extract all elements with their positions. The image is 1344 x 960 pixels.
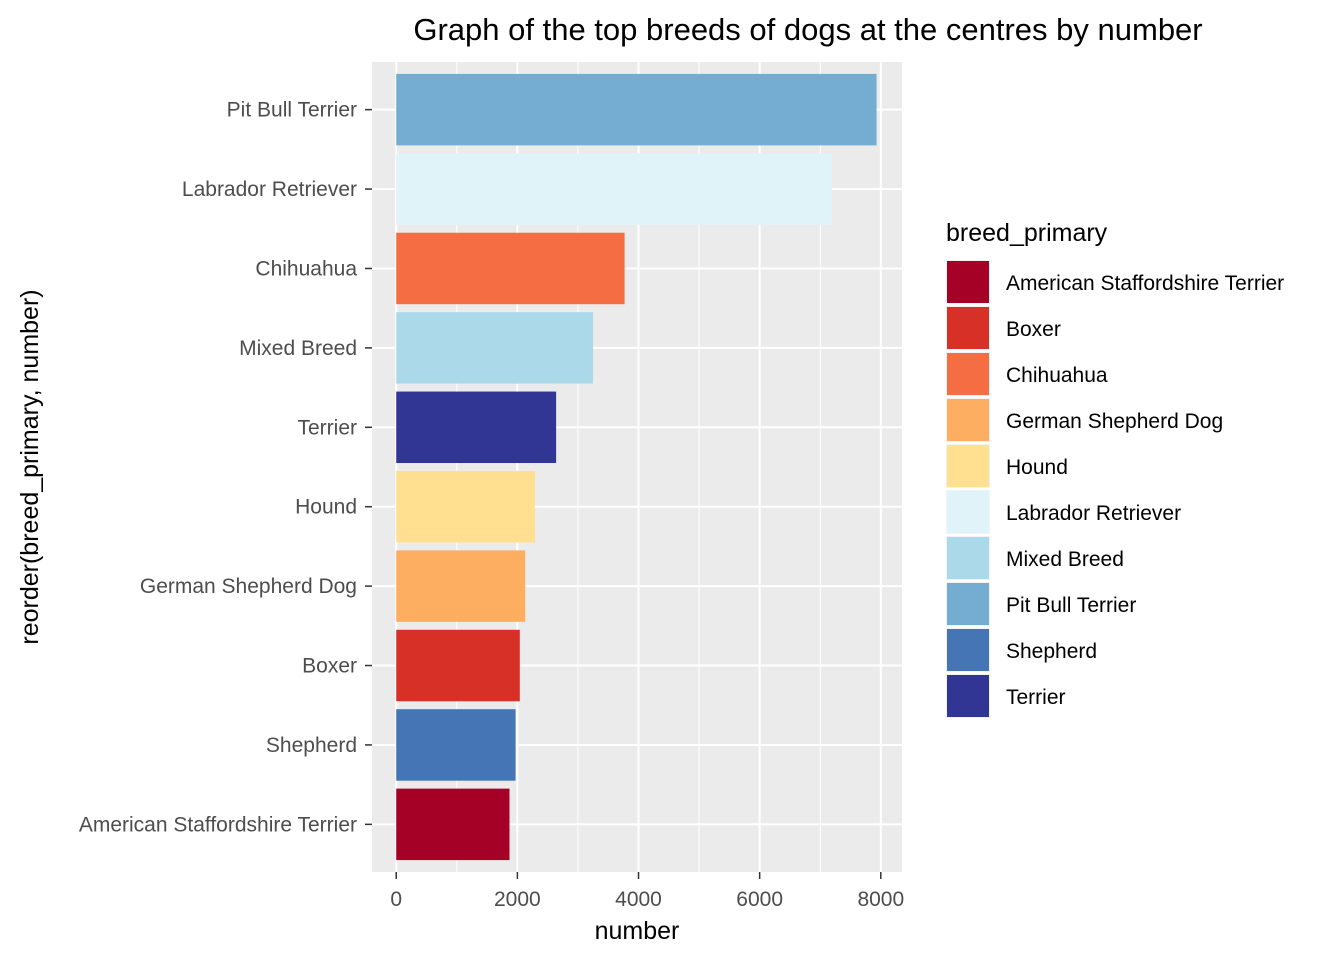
legend-label: German Shepherd Dog [1006,410,1223,433]
legend: breed_primary American Staffordshire Ter… [946,219,1284,718]
legend-key [947,537,989,579]
legend-label: Boxer [1006,318,1061,341]
y-tick-label: Terrier [297,416,357,439]
y-tick-label: German Shepherd Dog [140,575,357,598]
legend-label: Shepherd [1006,640,1097,663]
bar [396,550,526,622]
x-tick-label: 2000 [494,888,541,911]
bar [396,629,520,702]
bar [396,391,557,464]
legend-label: Pit Bull Terrier [1006,594,1136,617]
legend-title: breed_primary [946,219,1108,247]
y-tick-label: Hound [295,496,357,519]
legend-key [947,629,989,671]
legend-key [947,583,989,625]
x-tick-label: 6000 [736,888,783,911]
legend-key [947,307,989,349]
x-axis-title: number [595,917,680,945]
y-axis-title: reorder(breed_primary, number) [16,289,44,644]
bar [396,709,516,781]
legend-key [947,491,989,533]
legend-key [947,261,989,303]
y-tick-label: Chihuahua [255,257,357,280]
legend-key [947,445,989,487]
legend-label: American Staffordshire Terrier [1006,272,1284,295]
y-tick-label: Boxer [302,655,357,678]
legend-label: Terrier [1006,686,1066,709]
legend-key [947,399,989,441]
y-tick-label: Shepherd [266,734,357,757]
legend-label: Hound [1006,456,1068,479]
bar [396,470,535,543]
y-tick-label: Mixed Breed [239,337,357,360]
bar [396,788,510,861]
bar [396,153,833,225]
bar [396,312,594,384]
legend-label: Labrador Retriever [1006,502,1181,525]
y-tick-label: Pit Bull Terrier [227,99,357,122]
bar [396,73,877,146]
bars [396,73,877,861]
legend-items: American Staffordshire Terrier Boxer Chihu… [946,260,1284,718]
chart-title: Graph of the top breeds of dogs at the c… [413,12,1202,47]
x-tick-label: 8000 [857,888,904,911]
bar [396,232,625,305]
x-tick-label: 4000 [615,888,662,911]
x-tick-label: 0 [390,888,402,911]
y-tick-label: American Staffordshire Terrier [79,813,357,836]
legend-key [947,353,989,395]
legend-label: Mixed Breed [1006,548,1124,571]
y-axis: American Staffordshire Terrier Shepherd Bo… [79,99,372,836]
x-axis: 0 2000 4000 6000 8000 [390,872,904,911]
legend-key [947,675,989,717]
legend-label: Chihuahua [1006,364,1108,387]
y-tick-label: Labrador Retriever [182,178,357,201]
